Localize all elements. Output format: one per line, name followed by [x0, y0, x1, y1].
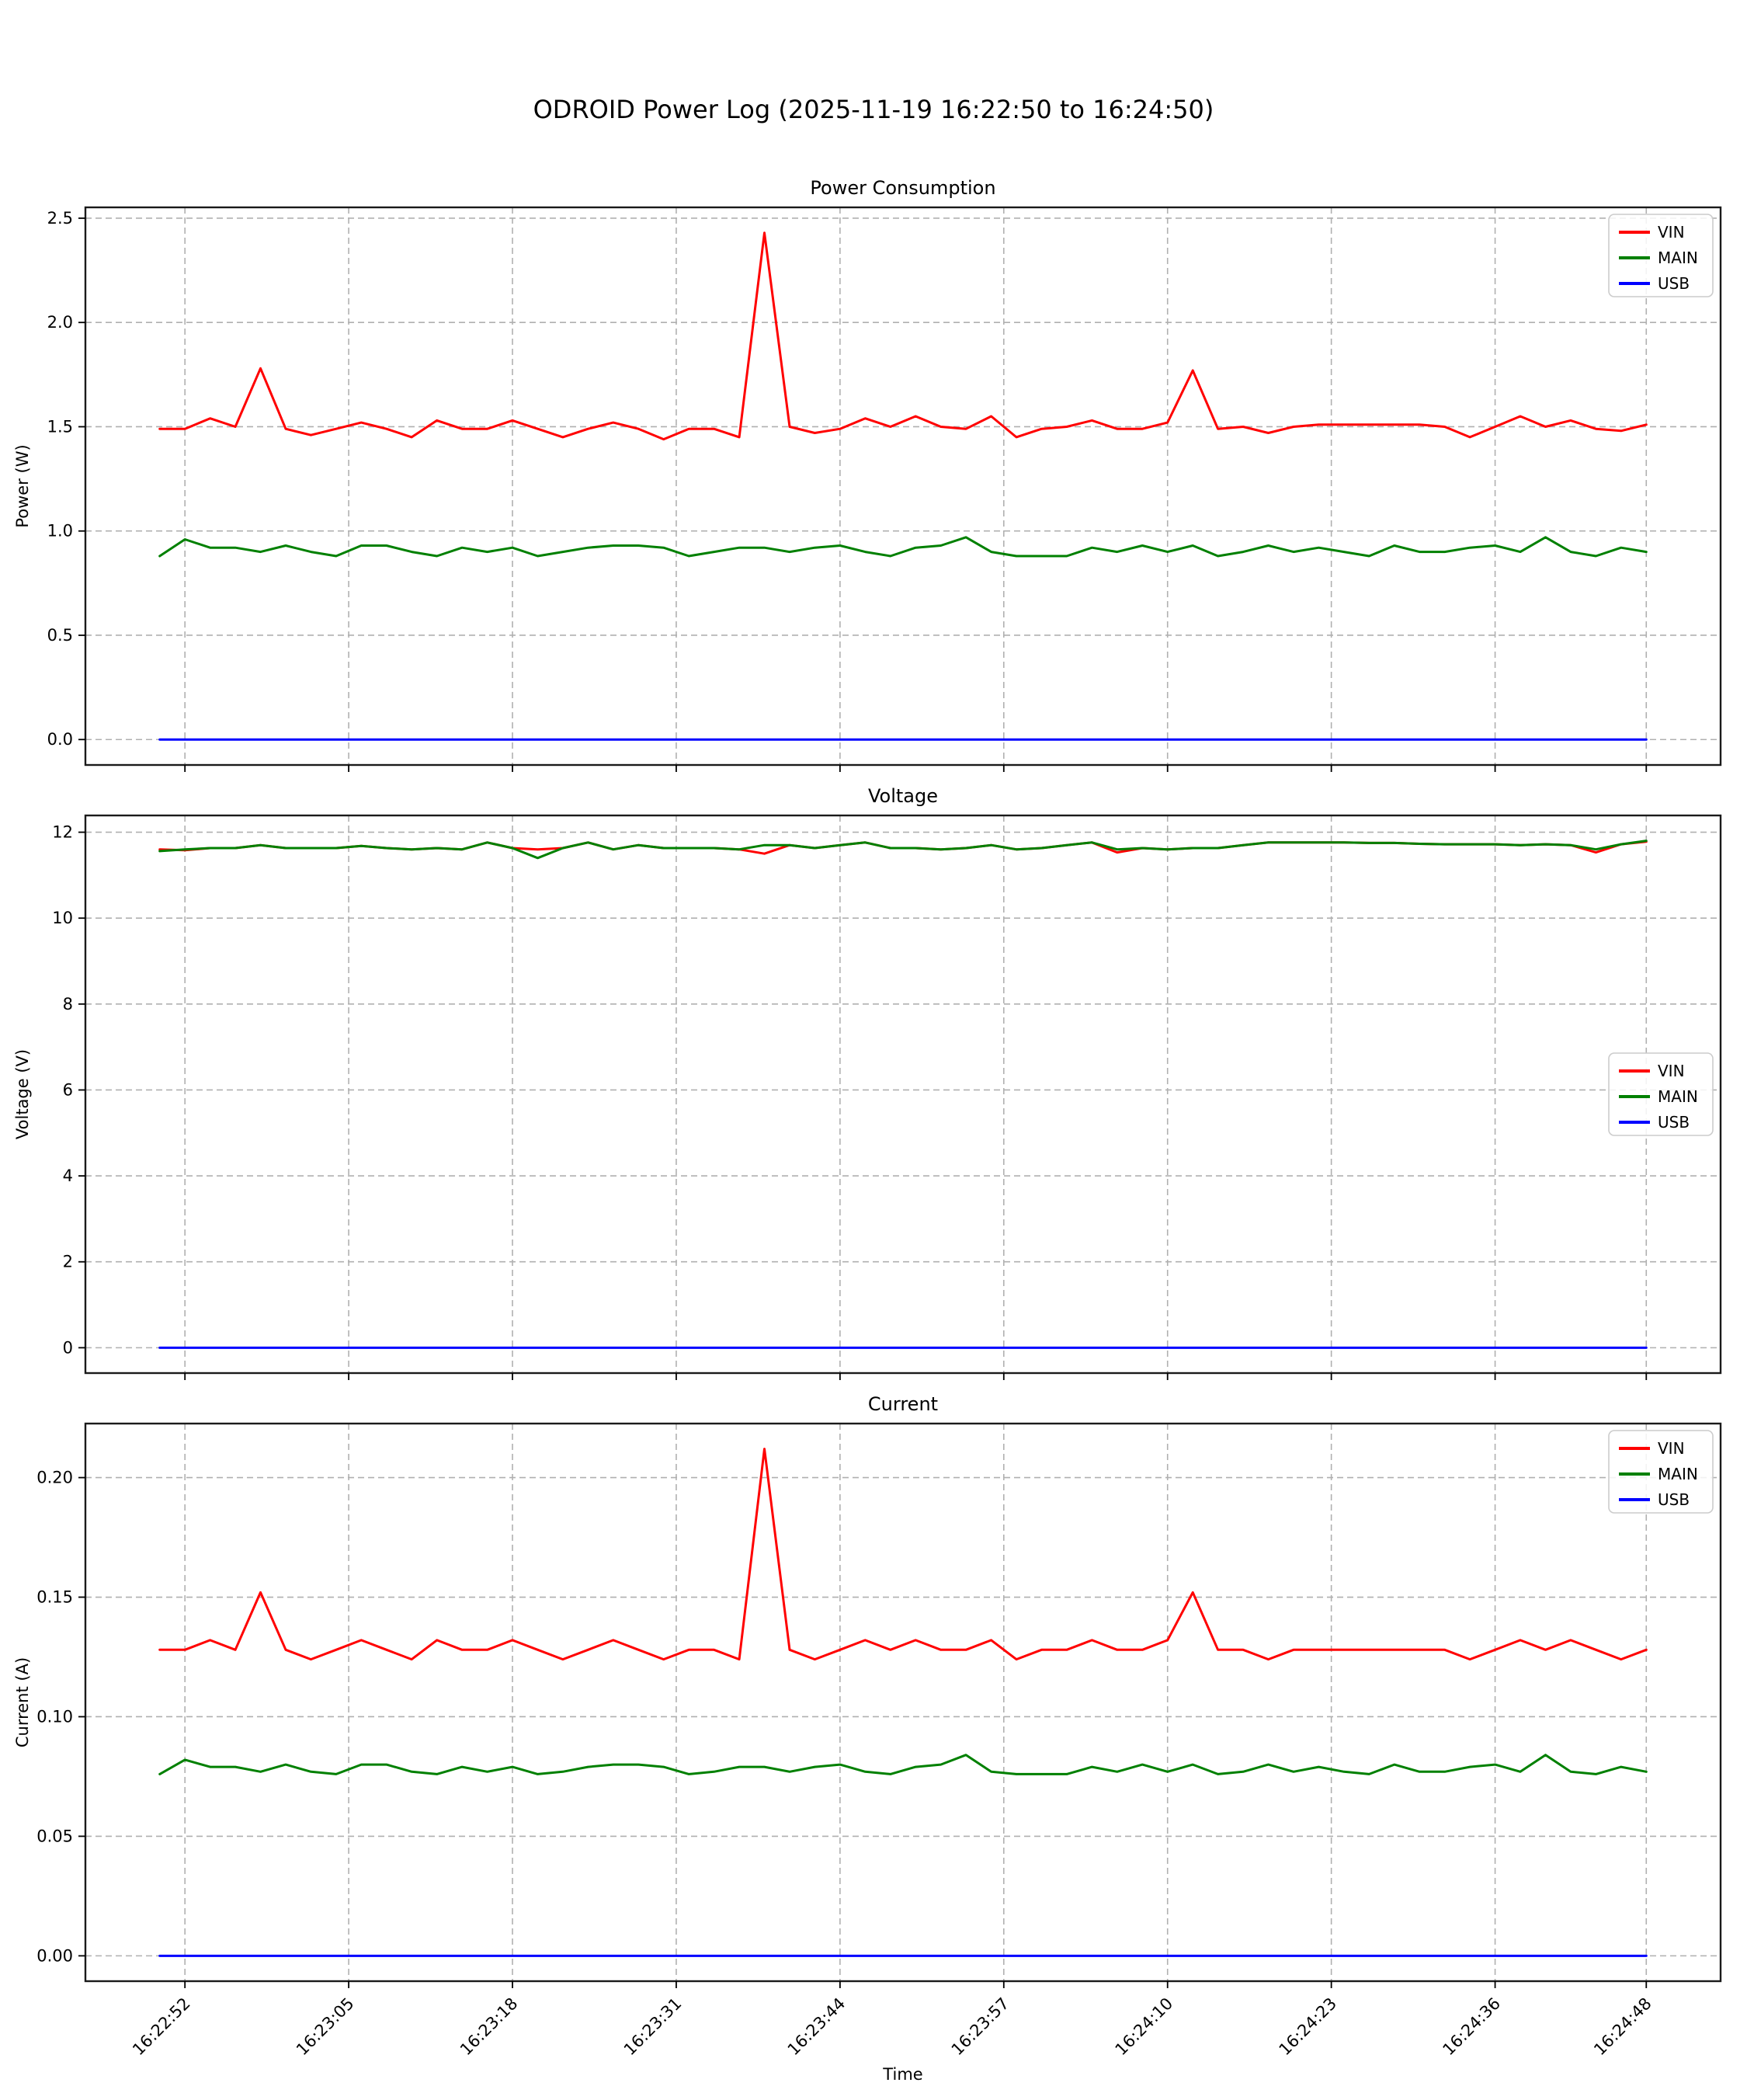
y-axis-label-voltage: Voltage (V) [13, 1049, 32, 1139]
legend-label-vin: VIN [1658, 223, 1685, 242]
legend-label-usb: USB [1658, 1113, 1690, 1132]
axes-frame [84, 1422, 1722, 1983]
subplot-voltage: 0 2 4 6 8 10 12 VIN MAIN USB [52, 814, 1722, 1380]
x-tick-label: 16:23:18 [457, 1994, 522, 2060]
y-axis-label-power: Power (W) [13, 444, 32, 527]
y-tick-label: 0.20 [36, 1469, 73, 1487]
x-tick-label: 16:24:10 [1112, 1994, 1177, 2060]
legend-box [1608, 214, 1714, 297]
x-tick-label: 16:23:31 [620, 1994, 686, 2060]
y-tick-label: 12 [52, 823, 73, 842]
y-tick-label: 0 [63, 1338, 73, 1357]
subplot-title-power: Power Consumption [810, 177, 995, 199]
legend-label-main: MAIN [1658, 1087, 1698, 1106]
legend-label-vin: VIN [1658, 1439, 1685, 1458]
x-tick-label: 16:24:36 [1439, 1994, 1504, 2060]
plots-container: 0.0 0.5 1.0 1.5 2.0 2.5 VIN MAIN USB 0 2 4 6 8 10 12 VIN… [36, 206, 1722, 2060]
y-tick-label: 6 [63, 1080, 73, 1099]
x-axis-label: Time [882, 2065, 922, 2084]
legend-box [1608, 1052, 1714, 1136]
y-tick-label: 2 [63, 1253, 73, 1271]
x-tick-label: 16:24:48 [1590, 1994, 1655, 2060]
series-line-main [158, 536, 1648, 558]
legend: VIN MAIN USB [1608, 1052, 1714, 1136]
y-tick-label: 0.0 [47, 730, 73, 749]
y-tick-label: 2.0 [47, 313, 73, 332]
series-line-vin [158, 231, 1648, 441]
subplot-power-consumption: 0.0 0.5 1.0 1.5 2.0 2.5 VIN MAIN USB [47, 206, 1722, 772]
y-tick-label: 0.15 [36, 1588, 73, 1607]
x-tick-label: 16:23:57 [948, 1994, 1013, 2060]
legend-label-main: MAIN [1658, 249, 1698, 267]
legend-box [1608, 1430, 1714, 1514]
y-tick-label: 0.05 [36, 1827, 73, 1845]
legend-label-main: MAIN [1658, 1465, 1698, 1483]
legend-label-usb: USB [1658, 1490, 1690, 1509]
subplot-title-voltage: Voltage [868, 785, 938, 807]
y-tick-label: 1.0 [47, 522, 73, 541]
subplot-title-current: Current [868, 1393, 938, 1415]
x-tick-label: 16:24:23 [1276, 1994, 1341, 2060]
legend-label-usb: USB [1658, 274, 1690, 293]
figure-suptitle: ODROID Power Log (2025-11-19 16:22:50 to… [533, 95, 1214, 124]
x-tick-label: 16:23:05 [293, 1994, 358, 2060]
legend: VIN MAIN USB [1608, 214, 1714, 297]
legend-label-vin: VIN [1658, 1062, 1685, 1080]
subplot-current: 0.00 0.05 0.10 0.15 0.20 16:22:52 16:23:05 16:2… [36, 1422, 1722, 2060]
series-line-main [158, 1754, 1648, 1775]
series-line-main [158, 840, 1648, 860]
axes-frame [84, 206, 1722, 767]
x-tick-label: 16:22:52 [129, 1994, 194, 2060]
y-tick-label: 1.5 [47, 417, 73, 436]
y-tick-label: 10 [52, 909, 73, 927]
axes-frame [84, 814, 1722, 1375]
y-axis-label-current: Current (A) [13, 1657, 32, 1747]
y-tick-label: 2.5 [47, 209, 73, 228]
y-tick-label: 0.00 [36, 1946, 73, 1965]
series-line-vin [158, 1448, 1648, 1661]
legend: VIN MAIN USB [1608, 1430, 1714, 1514]
y-tick-label: 4 [63, 1166, 73, 1185]
x-tick-label: 16:23:44 [784, 1994, 849, 2060]
y-tick-label: 8 [63, 995, 73, 1013]
y-tick-label: 0.10 [36, 1707, 73, 1726]
y-tick-label: 0.5 [47, 626, 73, 645]
